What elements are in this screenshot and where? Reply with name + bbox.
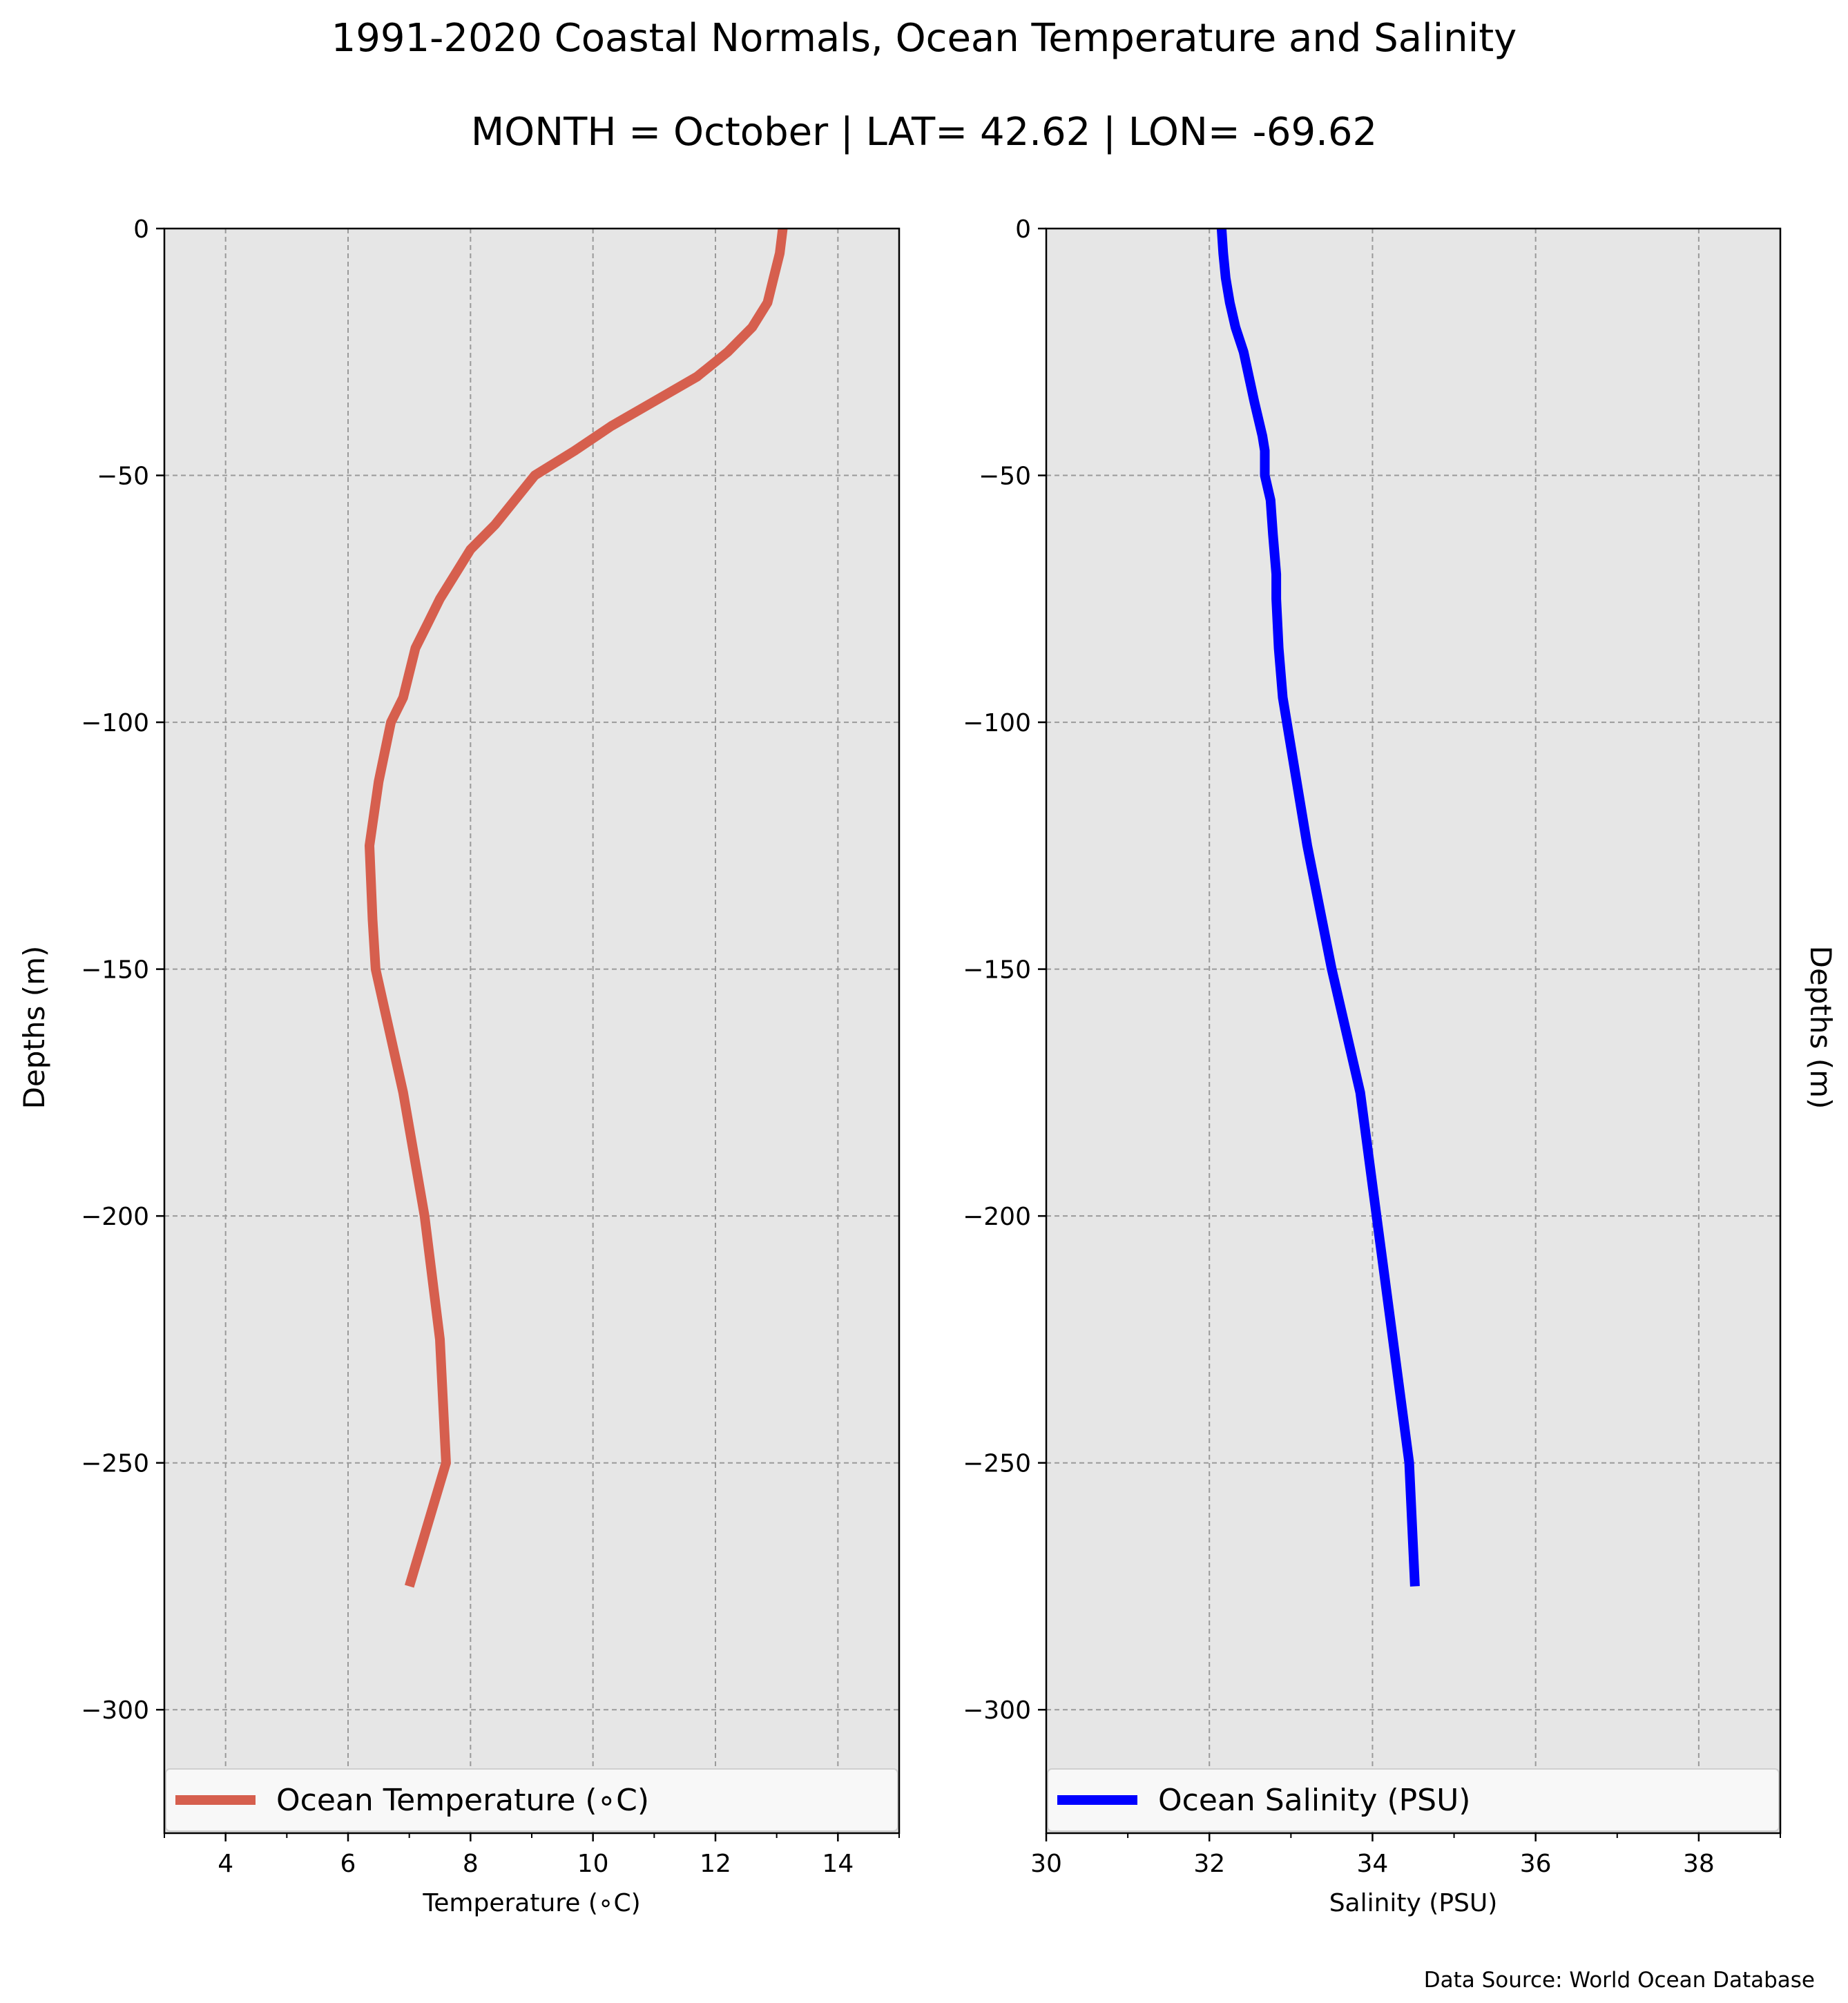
temperature-x-tick-label-5: 14 — [822, 1850, 854, 1878]
temperature-legend-box — [165, 1768, 898, 1832]
data-source-note: Data Source: World Ocean Database — [1424, 1968, 1815, 1993]
salinity-y-tick-label-3: −150 — [963, 956, 1031, 985]
salinity-x-tick-label-0: 30 — [1030, 1850, 1062, 1878]
salinity-y-tick-label-2: −100 — [963, 709, 1031, 737]
salinity-y-tick-label-0: 0 — [1015, 215, 1031, 244]
salinity-x-axis-title: Salinity (PSU) — [1329, 1889, 1498, 1917]
temperature-legend: Ocean Temperature (∘C) — [165, 1768, 898, 1832]
temperature-x-tick-label-3: 10 — [577, 1850, 609, 1878]
salinity-x-tick-label-2: 34 — [1357, 1850, 1389, 1878]
temperature-y-tick-label-6: −300 — [81, 1696, 149, 1725]
salinity-axes-frame — [1045, 227, 1782, 1835]
salinity-legend-label: Ocean Salinity (PSU) — [1158, 1783, 1470, 1818]
figure-subtitle: MONTH = October | LAT= 42.62 | LON= -69.… — [471, 110, 1377, 155]
temperature-plot-area — [164, 229, 899, 1833]
salinity-y-tick-label-4: −200 — [963, 1203, 1031, 1231]
salinity-x-tick-label-3: 36 — [1520, 1850, 1552, 1878]
temperature-y-tick-label-1: −50 — [97, 463, 149, 491]
temperature-x-tick-label-1: 6 — [340, 1850, 356, 1878]
temperature-y-tick-label-2: −100 — [81, 709, 149, 737]
salinity-legend: Ocean Salinity (PSU) — [1047, 1768, 1780, 1832]
salinity-y-tick-label-6: −300 — [963, 1696, 1031, 1725]
figure-title: 1991-2020 Coastal Normals, Ocean Tempera… — [331, 16, 1517, 61]
temperature-y-tick-label-0: 0 — [133, 215, 149, 244]
temperature-x-tick-label-2: 8 — [463, 1850, 479, 1878]
salinity-y-tick-label-1: −50 — [979, 463, 1031, 491]
salinity-panel: Ocean Salinity (PSU) 0 −50 −100 −150 −200 −250… — [963, 215, 1782, 1917]
temperature-y-tick-label-3: −150 — [81, 956, 149, 985]
temperature-y-tick-label-5: −250 — [81, 1450, 149, 1478]
temperature-x-axis-title: Temperature (∘C) — [422, 1889, 640, 1917]
salinity-x-tick-label-4: 38 — [1683, 1850, 1715, 1878]
salinity-x-tick-label-1: 32 — [1193, 1850, 1225, 1878]
temperature-x-tick-label-0: 4 — [218, 1850, 233, 1878]
salinity-legend-box — [1047, 1768, 1780, 1832]
salinity-plot-area — [1046, 229, 1780, 1833]
temperature-legend-label: Ocean Temperature (∘C) — [276, 1783, 649, 1818]
temperature-series-line — [365, 228, 788, 1588]
y-axis-title-right: Depths (m) — [1804, 946, 1838, 1110]
temperature-x-tick-label-4: 12 — [700, 1850, 731, 1878]
salinity-series-line — [1216, 228, 1420, 1587]
y-axis-title-left: Depths (m) — [17, 946, 51, 1110]
temperature-y-tick-label-4: −200 — [81, 1203, 149, 1231]
temperature-panel: Ocean Temperature (∘C) 0 −50 −100 −150 −200 −2… — [81, 215, 901, 1917]
salinity-y-tick-label-5: −250 — [963, 1450, 1031, 1478]
